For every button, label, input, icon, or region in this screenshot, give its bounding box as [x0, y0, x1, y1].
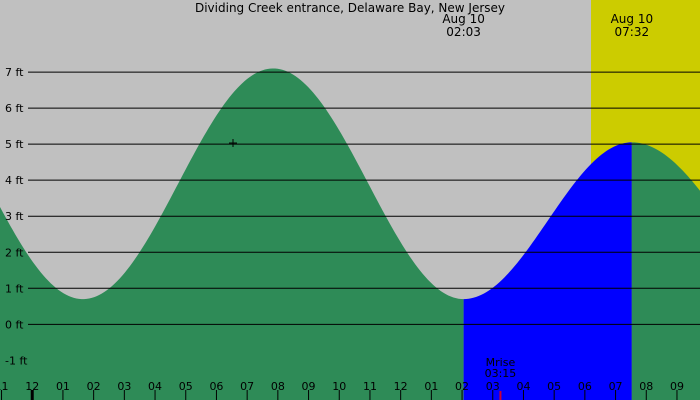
- x-tick-label: 06: [578, 380, 592, 393]
- x-tick-label: 03: [486, 380, 500, 393]
- y-tick-label: 0 ft: [5, 318, 24, 331]
- x-tick-label: 03: [117, 380, 131, 393]
- y-tick-label: 1 ft: [5, 282, 24, 295]
- extreme-date-label: Aug 10: [442, 12, 485, 26]
- x-tick-label: 04: [148, 380, 162, 393]
- x-tick-label: 09: [302, 380, 316, 393]
- x-tick-label: 11: [363, 380, 377, 393]
- chart-title: Dividing Creek entrance, Delaware Bay, N…: [195, 1, 505, 15]
- x-tick-label: 01: [424, 380, 438, 393]
- x-tick-label: 02: [87, 380, 101, 393]
- x-tick-label: 11: [0, 380, 9, 393]
- x-tick-label: 07: [240, 380, 254, 393]
- x-tick-label: 02: [455, 380, 469, 393]
- x-tick-label: 04: [516, 380, 530, 393]
- moon-event-label: Mrise: [486, 356, 516, 369]
- tide-area: [0, 68, 700, 400]
- x-tick-label: 07: [609, 380, 623, 393]
- x-tick-label: 12: [25, 380, 39, 393]
- x-tick-label: 01: [56, 380, 70, 393]
- x-tick-label: 08: [271, 380, 285, 393]
- y-axis-labels: 7 ft 6 ft 5 ft 4 ft 3 ft 2 ft 1 ft 0 ft -1 ft: [5, 66, 28, 367]
- rising-tide-segment-1: [463, 142, 632, 400]
- y-tick-label: 5 ft: [5, 138, 24, 151]
- moon-event-time: 03:15: [485, 367, 517, 380]
- grid-lines: [28, 71, 700, 325]
- y-tick-label: 3 ft: [5, 210, 24, 223]
- extreme-time-label: 02:03: [446, 25, 481, 39]
- x-tick-label: 06: [209, 380, 223, 393]
- x-tick-label: 09: [670, 380, 684, 393]
- x-tick-label: 05: [547, 380, 561, 393]
- y-tick-label: -1 ft: [5, 354, 28, 367]
- x-tick-label: 08: [639, 380, 653, 393]
- x-axis: 11 12 01 02 03 04 05 06 07 08 09 10 11 12 01 02 03 04 05 06…: [0, 380, 684, 400]
- y-tick-label: 7 ft: [5, 66, 24, 79]
- x-tick-label: 12: [394, 380, 408, 393]
- y-tick-label: 4 ft: [5, 174, 24, 187]
- y-tick-label: 6 ft: [5, 102, 24, 115]
- extreme-date-label: Aug 10: [611, 12, 654, 26]
- y-tick-label: 2 ft: [5, 246, 24, 259]
- falling-tide-segment-2: [631, 142, 700, 400]
- x-tick-label: 10: [332, 380, 346, 393]
- x-tick-label: 05: [179, 380, 193, 393]
- falling-tide-segment-0: [0, 68, 464, 400]
- extreme-time-label: 07:32: [615, 25, 650, 39]
